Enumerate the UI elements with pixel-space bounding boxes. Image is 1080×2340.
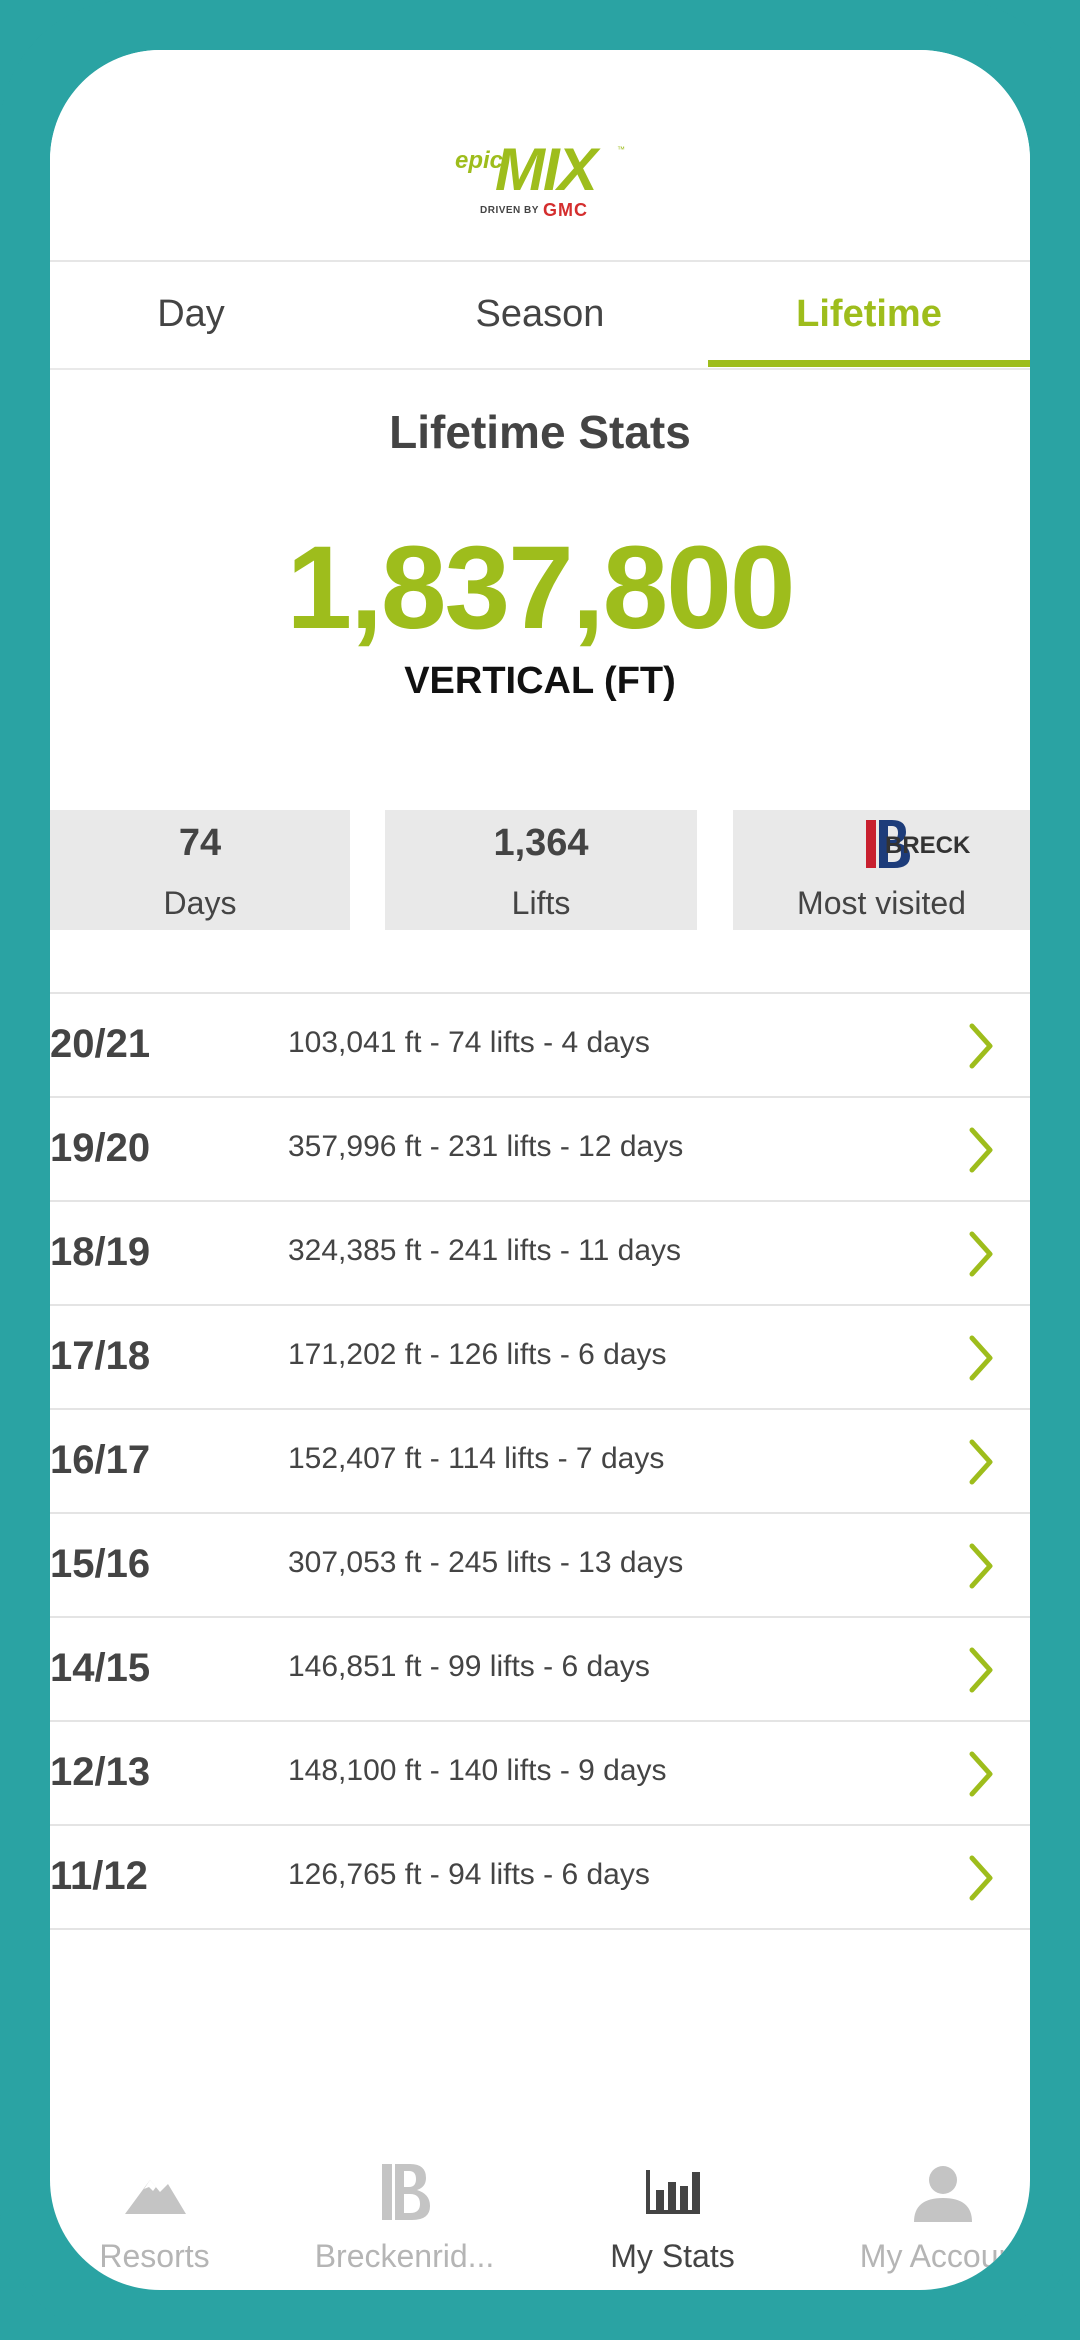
chevron-right-icon (969, 1439, 993, 1485)
season-detail: 307,053 ft - 245 lifts - 13 days (288, 1546, 684, 1579)
season-label: 11/12 (50, 1854, 148, 1898)
chevron-right-icon (969, 1335, 993, 1381)
lifts-box: 1,364 Lifts (385, 810, 697, 930)
season-label: 15/16 (50, 1542, 151, 1586)
tab-season[interactable]: Season (475, 293, 605, 335)
season-detail: 324,385 ft - 241 lifts - 11 days (288, 1234, 682, 1267)
lifts-label: Lifts (511, 885, 571, 921)
chevron-right-icon (969, 1647, 993, 1693)
epic-mix-logo: epic MIX ™ DRIVEN BY GMC (455, 136, 625, 220)
tab-day[interactable]: Day (157, 293, 225, 335)
season-detail: 103,041 ft - 74 lifts - 4 days (288, 1026, 650, 1059)
chevron-right-icon (969, 1127, 993, 1173)
active-tab-indicator (708, 360, 1030, 367)
mountain-icon (124, 2180, 186, 2214)
chevron-right-icon (969, 1751, 993, 1797)
tab-lifetime[interactable]: Lifetime (796, 293, 942, 335)
chevron-right-icon (969, 1231, 993, 1277)
breckenridge-logo-icon (381, 2164, 430, 2220)
days-label: Days (163, 885, 237, 921)
season-row[interactable]: 17/18 171,202 ft - 126 lifts - 6 days (50, 1304, 1030, 1408)
season-detail: 357,996 ft - 231 lifts - 12 days (288, 1130, 684, 1163)
user-icon (913, 2166, 972, 2222)
lifts-value: 1,364 (493, 822, 589, 864)
most-visited-label: Most visited (797, 885, 966, 921)
bar-chart-icon (645, 2170, 700, 2214)
days-value: 74 (178, 822, 222, 864)
breck-b-icon (866, 820, 910, 868)
season-label: 19/20 (50, 1126, 151, 1170)
nav-resorts[interactable]: Resorts (50, 2160, 277, 2290)
season-label: 12/13 (50, 1750, 151, 1794)
season-row[interactable]: 19/20 357,996 ft - 231 lifts - 12 days (50, 1096, 1030, 1200)
nav-breckenridge[interactable]: Breckenrid... (282, 2160, 527, 2290)
page-title: Lifetime Stats (389, 406, 691, 458)
app-screen: epic MIX ™ DRIVEN BY GMC Day Season Life… (50, 50, 1030, 2290)
list-divider (50, 1928, 1030, 1930)
season-row[interactable]: 15/16 307,053 ft - 245 lifts - 13 days (50, 1512, 1030, 1616)
season-row[interactable]: 14/15 146,851 ft - 99 lifts - 6 days (50, 1616, 1030, 1720)
season-detail: 148,100 ft - 140 lifts - 9 days (288, 1754, 667, 1787)
nav-my-account[interactable]: My Account (820, 2160, 1030, 2290)
season-detail: 146,851 ft - 99 lifts - 6 days (288, 1650, 650, 1683)
breck-logo: BRECK (828, 816, 970, 872)
season-row[interactable]: 16/17 152,407 ft - 114 lifts - 7 days (50, 1408, 1030, 1512)
season-row[interactable]: 11/12 126,765 ft - 94 lifts - 6 days (50, 1824, 1030, 1928)
season-label: 20/21 (50, 1022, 151, 1066)
days-box: 74 Days (50, 810, 350, 930)
bottom-nav: Resorts Breckenrid... My Stats (50, 2160, 1030, 2290)
season-row[interactable]: 18/19 324,385 ft - 241 lifts - 11 days (50, 1200, 1030, 1304)
season-list: 20/21 103,041 ft - 74 lifts - 4 days 19/20… (50, 992, 1030, 1930)
most-visited-box: BRECK Most visited (733, 810, 1030, 930)
season-label: 18/19 (50, 1230, 151, 1274)
season-detail: 171,202 ft - 126 lifts - 6 days (288, 1338, 667, 1371)
season-label: 17/18 (50, 1334, 151, 1378)
nav-my-stats[interactable]: My Stats (550, 2160, 795, 2290)
stats-tabs: Day Season Lifetime (50, 262, 1030, 370)
vertical-unit-label: VERTICAL (FT) (404, 660, 676, 702)
vertical-total: 1,837,800 (286, 522, 796, 654)
season-label: 14/15 (50, 1646, 151, 1690)
season-label: 16/17 (50, 1438, 151, 1482)
season-detail: 126,765 ft - 94 lifts - 6 days (288, 1858, 650, 1891)
chevron-right-icon (969, 1023, 993, 1069)
season-row[interactable]: 12/13 148,100 ft - 140 lifts - 9 days (50, 1720, 1030, 1824)
season-detail: 152,407 ft - 114 lifts - 7 days (288, 1442, 665, 1475)
app-header: epic MIX ™ DRIVEN BY GMC (50, 50, 1030, 262)
season-row[interactable]: 20/21 103,041 ft - 74 lifts - 4 days (50, 992, 1030, 1096)
chevron-right-icon (969, 1855, 993, 1901)
chevron-right-icon (969, 1543, 993, 1589)
